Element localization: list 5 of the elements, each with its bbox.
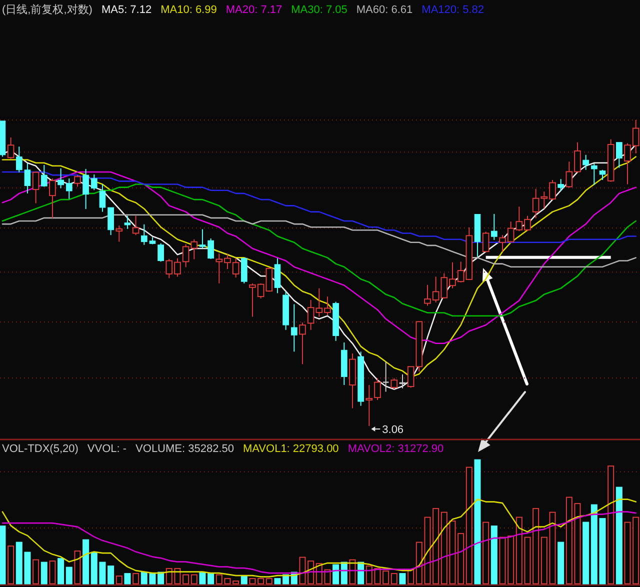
title: VOL-TDX(5,20) [2, 443, 78, 455]
annotation: VOLUME: 35282.50 [136, 443, 234, 455]
annotation: VVOL: - [87, 443, 127, 455]
title: (日线,前复权,对数) [2, 4, 92, 16]
annotation: 3.06 [382, 424, 404, 436]
